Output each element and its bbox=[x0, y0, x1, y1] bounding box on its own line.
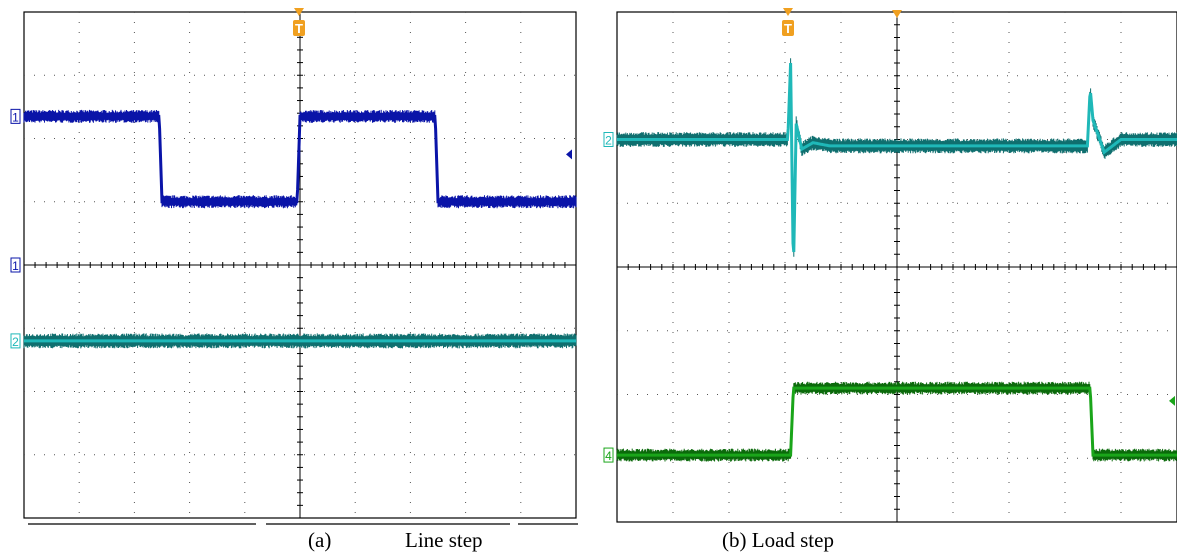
trigger-label: T bbox=[295, 21, 303, 36]
trigger-box bbox=[293, 20, 305, 36]
channel-marker-2: 2 bbox=[603, 132, 614, 148]
trigger-marker: T bbox=[293, 8, 305, 36]
channel-marker-1: 1 bbox=[10, 108, 21, 124]
trigger-arrow-icon bbox=[294, 8, 304, 16]
trigger-label: T bbox=[784, 21, 792, 36]
panel-a: 1 2 1 T bbox=[10, 8, 577, 519]
channel-marker-box bbox=[10, 333, 21, 349]
panel-b: 2 4 T bbox=[603, 8, 1177, 523]
trigger-arrow-icon bbox=[783, 8, 793, 16]
channel-marker-label: 1 bbox=[12, 110, 19, 124]
trigger-position-icon bbox=[892, 10, 902, 18]
channel-marker-label: 1 bbox=[12, 259, 19, 273]
trace-ch1 bbox=[24, 114, 576, 204]
caption-a-title: Line step bbox=[405, 528, 483, 552]
trigger-marker: T bbox=[782, 8, 794, 36]
channel-marker-4: 4 bbox=[603, 447, 614, 463]
channel-marker-2: 2 bbox=[10, 333, 21, 349]
offset-arrow-icon bbox=[566, 149, 572, 160]
channel-marker-box bbox=[10, 257, 21, 273]
channel-marker-1-ground: 1 bbox=[10, 257, 21, 273]
trigger-box bbox=[782, 20, 794, 36]
channel-marker-box bbox=[10, 108, 21, 124]
offset-arrow-icon bbox=[1169, 395, 1175, 406]
trace-ch2 bbox=[617, 62, 1177, 253]
channel-marker-label: 4 bbox=[605, 449, 612, 463]
trace-ch4 bbox=[617, 386, 1177, 457]
channel-marker-label: 2 bbox=[12, 335, 19, 349]
channel-marker-box bbox=[603, 447, 614, 463]
channel-marker-label: 2 bbox=[605, 134, 612, 148]
channel-marker-box bbox=[603, 132, 614, 147]
caption-b: (b) Load step bbox=[722, 528, 834, 552]
caption-a-label: (a) bbox=[308, 528, 332, 552]
